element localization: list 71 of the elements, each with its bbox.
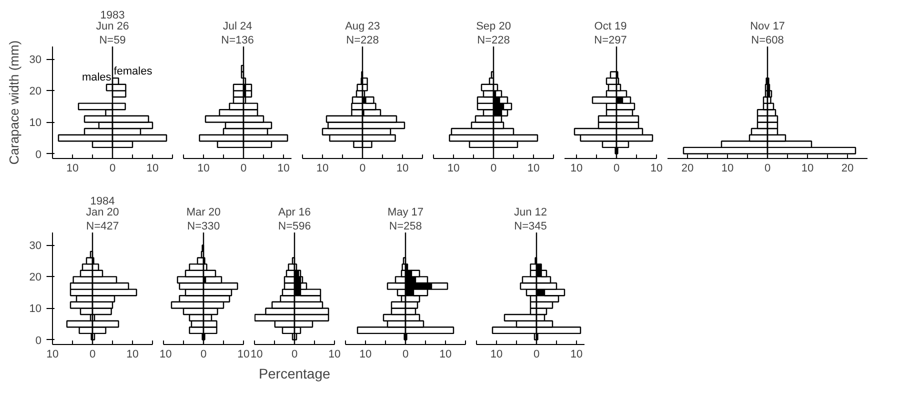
chart-title: Oct 19 [594, 20, 627, 32]
y-tick-label: 20 [29, 272, 42, 284]
chart-title: Sep 20 [476, 20, 511, 32]
x-tick-label: 10 [197, 162, 210, 174]
x-tick-label: 10 [250, 348, 263, 360]
chart-title: Apr 16 [278, 206, 311, 218]
chart-subtitle: N=608 [751, 34, 784, 46]
chart-subtitle: N=297 [594, 34, 627, 46]
x-tick-label: 10 [146, 162, 159, 174]
chart-title: Jun 12 [514, 206, 548, 218]
chart-subtitle: N=228 [346, 34, 379, 46]
y-tick-label: 0 [35, 148, 42, 161]
x-tick-label: 0 [402, 348, 409, 360]
chart-subtitle: N=228 [477, 34, 510, 46]
x-tick-label: 10 [527, 162, 540, 174]
x-tick-label: 10 [328, 348, 341, 360]
chart-title: Jan 20 [86, 206, 120, 218]
chart-subtitle: N=345 [514, 220, 547, 232]
x-tick-label: 10 [721, 162, 734, 174]
x-tick-label: 0 [291, 348, 298, 360]
text: 1983 [100, 10, 125, 22]
y-axis-title: Carapace width (mm) [6, 40, 22, 165]
chart-subtitle: N=596 [278, 220, 311, 232]
x-tick-label: 0 [490, 162, 497, 174]
text: 1984 [90, 196, 115, 208]
y-tick-label: 10 [29, 303, 42, 316]
x-tick-label: 10 [46, 348, 59, 360]
x-tick-label: 10 [66, 162, 79, 174]
y-tick-label: 30 [29, 54, 42, 66]
chart-title: Jun 26 [96, 20, 130, 32]
x-axis-title: Percentage [258, 366, 331, 382]
series-label: males [82, 72, 112, 84]
chart-subtitle: N=59 [99, 34, 126, 46]
chart-subtitle: N=427 [86, 220, 119, 232]
y-tick-label: 10 [29, 117, 42, 130]
x-tick-label: 0 [200, 348, 207, 360]
y-tick-label: 30 [29, 240, 42, 252]
x-tick-label: 0 [240, 162, 247, 174]
x-tick-label: 10 [277, 162, 290, 174]
x-tick-label: 10 [160, 348, 172, 360]
x-tick-label: 0 [533, 348, 540, 360]
y-tick-label: 0 [35, 334, 42, 347]
x-tick-label: 10 [359, 348, 372, 360]
chart-title: Jul 24 [222, 20, 252, 32]
chart-subtitle: N=258 [389, 220, 422, 232]
x-tick-label: 10 [801, 162, 814, 174]
x-tick-label: 10 [570, 348, 583, 360]
x-tick-label: 10 [650, 162, 663, 174]
x-tick-label: 0 [613, 162, 620, 174]
x-tick-label: 10 [237, 348, 250, 360]
chart-subtitle: N=330 [187, 220, 220, 232]
x-tick-label: 0 [109, 162, 116, 174]
x-tick-label: 10 [490, 348, 503, 360]
x-tick-label: 20 [841, 162, 854, 174]
x-tick-label: 10 [570, 162, 583, 174]
chart-title: Nov 17 [750, 20, 785, 32]
y-tick-label: 20 [29, 86, 42, 98]
chart-title: May 17 [387, 206, 424, 218]
chart-title: Aug 23 [345, 20, 380, 32]
x-tick-label: 20 [681, 162, 694, 174]
x-tick-label: 0 [764, 162, 771, 174]
x-tick-label: 10 [316, 162, 329, 174]
x-tick-label: 10 [396, 162, 409, 174]
series-label: females [114, 65, 153, 78]
x-tick-label: 10 [126, 348, 139, 360]
x-tick-label: 10 [447, 162, 460, 174]
x-tick-label: 0 [359, 162, 366, 174]
x-tick-label: 10 [439, 348, 452, 360]
chart-title: Mar 20 [186, 206, 221, 218]
chart-subtitle: N=136 [221, 34, 254, 46]
x-tick-label: 0 [89, 348, 96, 360]
